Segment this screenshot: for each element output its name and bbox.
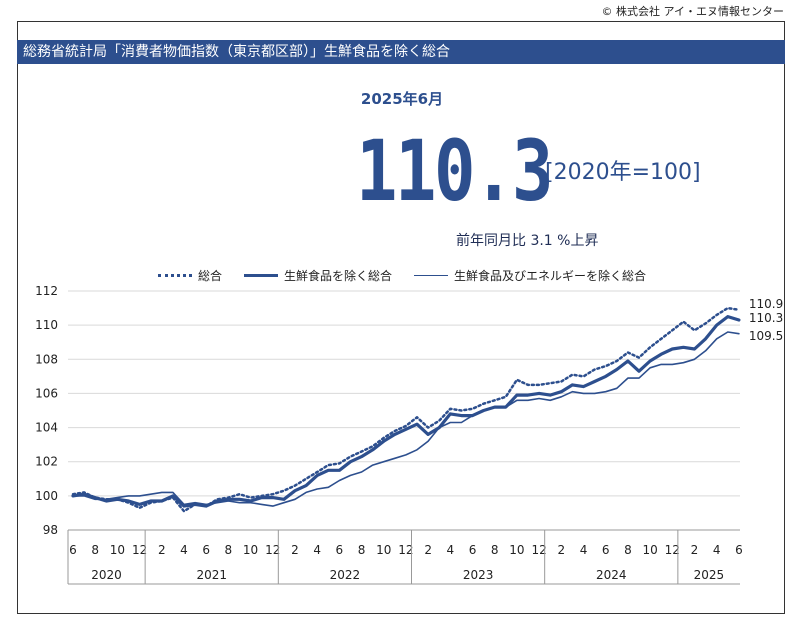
x-tick-label-4: 2 (158, 543, 166, 557)
x-tick-label-6: 6 (202, 543, 210, 557)
x-tick-label-11: 4 (313, 543, 321, 557)
end-value-label-1: 110.3 (749, 311, 783, 325)
x-tick-label-21: 12 (531, 543, 546, 557)
legend-label-total: 総合 (197, 268, 222, 283)
y-tick-label-4: 106 (35, 386, 58, 400)
year-label-1: 2021 (196, 568, 227, 582)
headline-value: 110.3 (356, 122, 554, 220)
x-tick-label-1: 8 (91, 543, 99, 557)
legend-item-total: 総合 (157, 266, 222, 284)
end-value-label-0: 110.9 (749, 297, 783, 311)
year-label-5: 2025 (694, 568, 725, 582)
y-tick-label-2: 102 (35, 455, 58, 469)
y-tick-label-5: 108 (35, 352, 58, 366)
x-tick-label-17: 4 (447, 543, 455, 557)
legend-item-core-core: 生鮮食品及びエネルギーを除く総合 (414, 266, 646, 284)
y-tick-label-6: 110 (35, 318, 58, 332)
year-label-4: 2024 (596, 568, 627, 582)
x-tick-label-8: 10 (243, 543, 258, 557)
title-bar: 総務省統計局「消費者物価指数（東京都区部）」生鮮食品を除く総合 (17, 40, 785, 64)
legend-label-core: 生鮮食品を除く総合 (283, 268, 392, 283)
x-tick-label-10: 2 (291, 543, 299, 557)
x-tick-label-7: 8 (225, 543, 233, 557)
legend-label-core-core: 生鮮食品及びエネルギーを除く総合 (454, 268, 647, 283)
year-label-0: 2020 (91, 568, 122, 582)
legend-swatch-thin (414, 274, 448, 276)
x-tick-label-12: 6 (336, 543, 344, 557)
x-tick-label-16: 2 (424, 543, 432, 557)
x-tick-label-22: 2 (558, 543, 566, 557)
legend-item-core: 生鮮食品を除く総合 (243, 266, 392, 284)
x-tick-label-13: 8 (358, 543, 366, 557)
x-tick-label-2: 10 (110, 543, 125, 557)
x-tick-label-5: 4 (180, 543, 188, 557)
x-tick-label-9: 12 (265, 543, 280, 557)
legend-swatch-thick (243, 273, 278, 277)
end-value-label-2: 109.5 (749, 329, 783, 343)
x-tick-label-20: 10 (509, 543, 524, 557)
yoy-change-text: 前年同月比 3.1 %上昇 (456, 233, 599, 249)
copyright-text: © 株式会社 アイ・エヌ情報センター (601, 5, 784, 18)
x-tick-label-30: 6 (735, 543, 743, 557)
x-tick-label-14: 10 (376, 543, 391, 557)
x-tick-label-15: 12 (398, 543, 413, 557)
y-tick-label-1: 100 (35, 489, 58, 503)
year-label-3: 2023 (463, 568, 494, 582)
x-tick-label-0: 6 (69, 543, 77, 557)
series-line-2 (72, 331, 740, 507)
x-tick-label-18: 6 (469, 543, 477, 557)
x-tick-label-19: 8 (491, 543, 499, 557)
y-tick-label-0: 98 (43, 523, 58, 537)
period-label: 2025年6月 (360, 90, 444, 108)
x-tick-label-28: 2 (691, 543, 699, 557)
year-label-2: 2022 (330, 568, 361, 582)
x-tick-label-29: 4 (713, 543, 721, 557)
x-tick-label-27: 12 (665, 543, 680, 557)
x-tick-label-23: 4 (580, 543, 588, 557)
base-year-label: [2020年=100] (545, 160, 701, 185)
x-tick-label-26: 10 (642, 543, 657, 557)
legend-swatch-dotted (157, 273, 192, 277)
series-line-0 (71, 306, 741, 513)
series-line-1 (71, 315, 741, 508)
chart-frame (17, 21, 785, 614)
chart-legend: 総合 生鮮食品を除く総合 生鮮食品及びエネルギーを除く総合 (0, 266, 804, 284)
x-tick-label-3: 12 (132, 543, 147, 557)
x-tick-label-25: 8 (624, 543, 632, 557)
y-tick-label-3: 104 (35, 421, 58, 435)
x-tick-label-24: 6 (602, 543, 610, 557)
y-tick-label-7: 112 (35, 284, 58, 298)
